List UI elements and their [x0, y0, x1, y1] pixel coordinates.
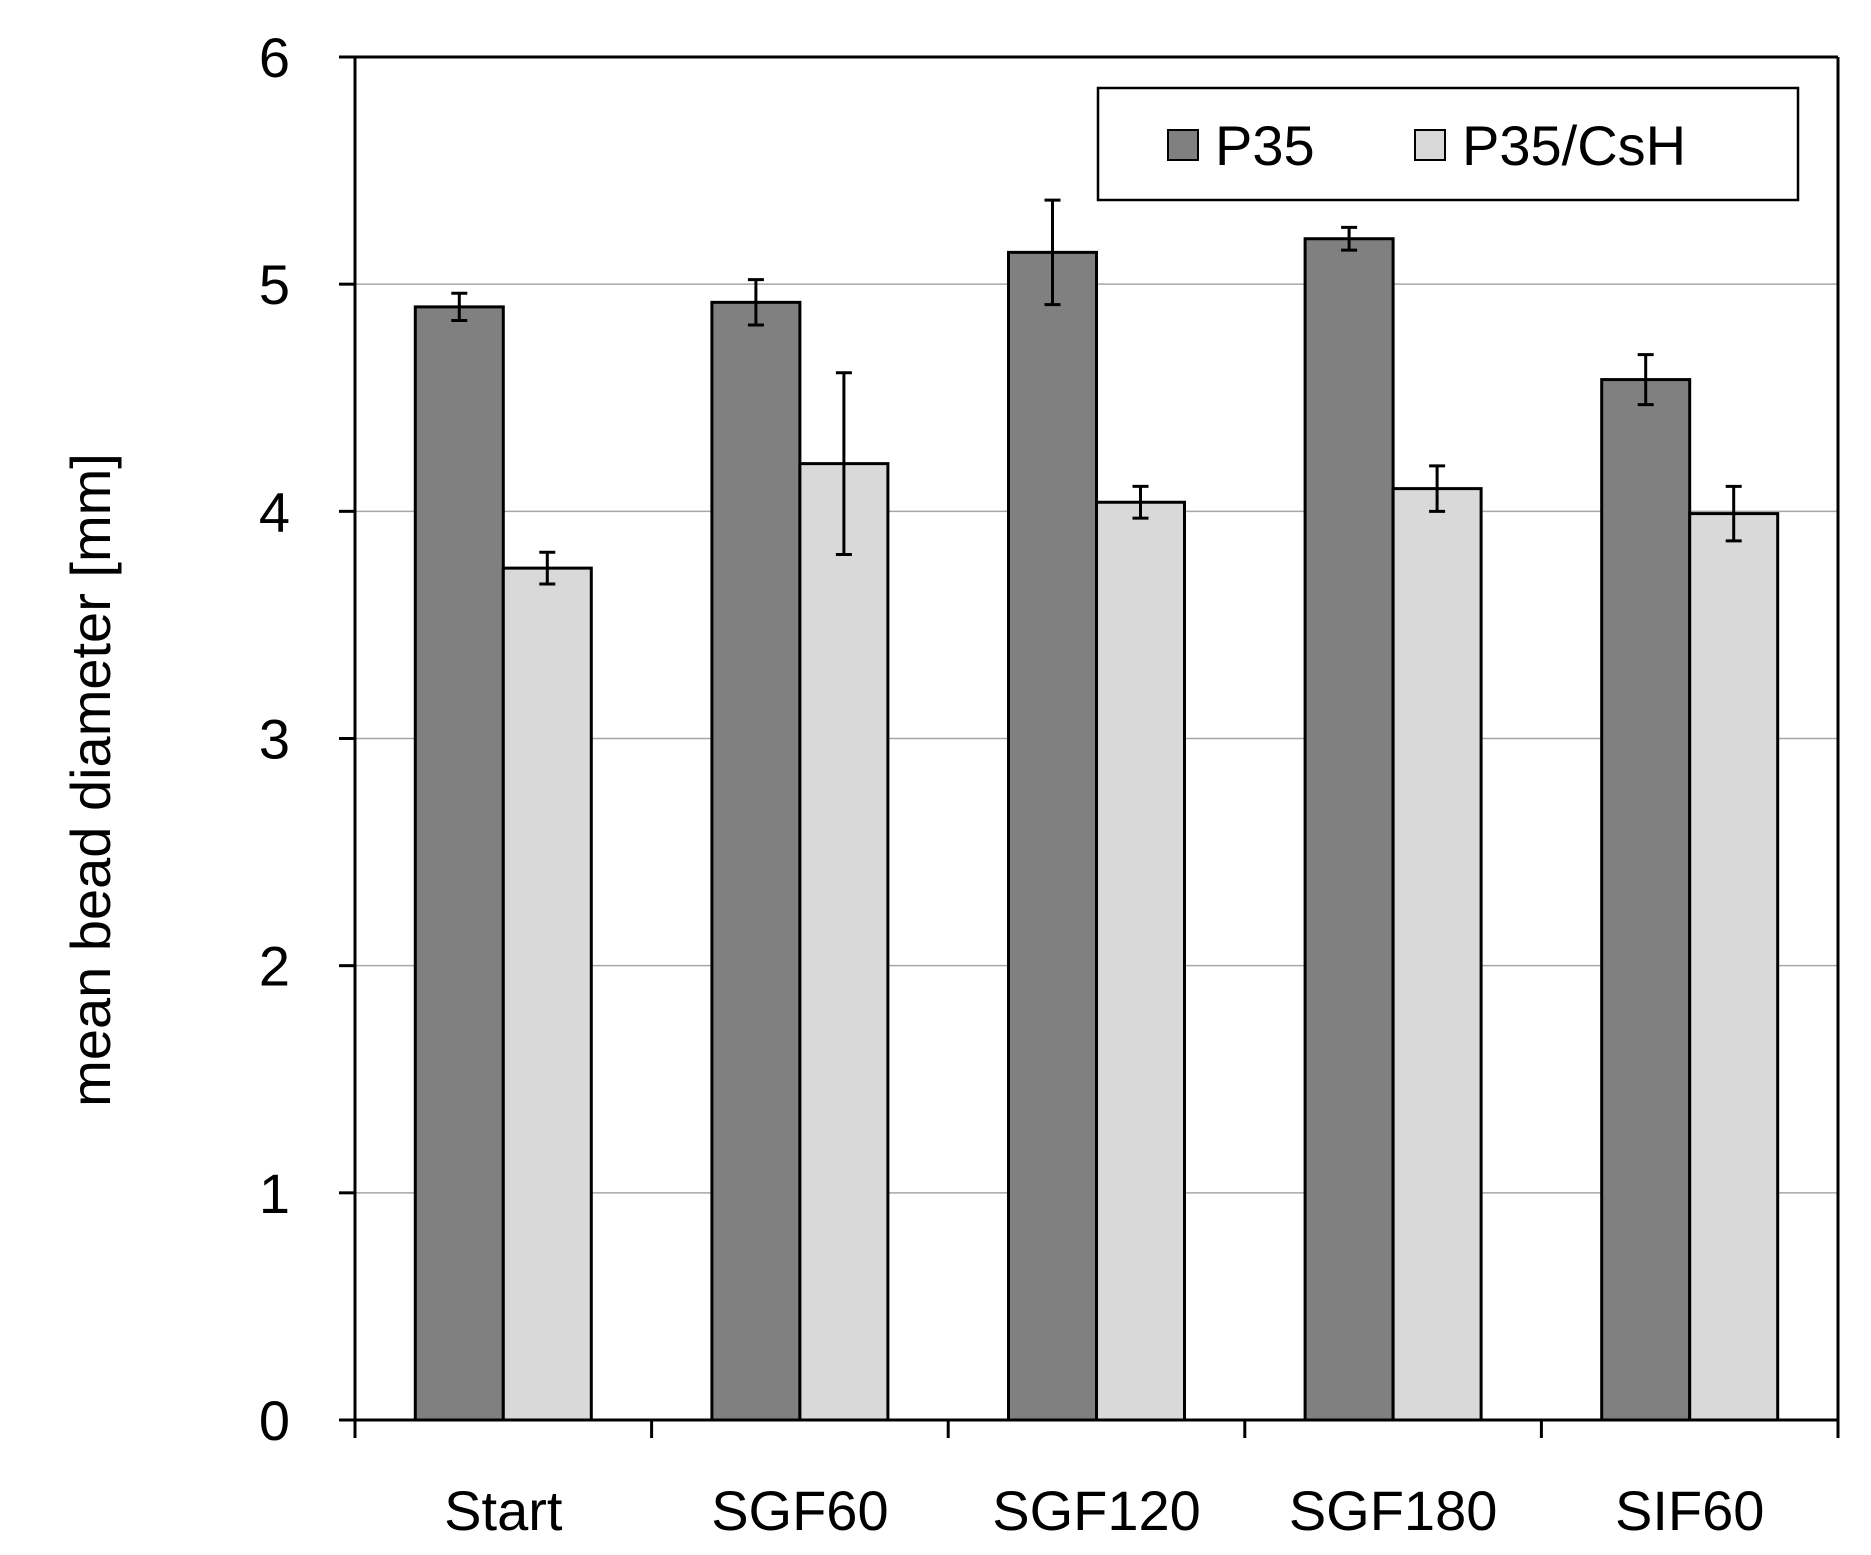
x-category-label: SGF60: [711, 1479, 888, 1542]
y-tick-labels: 0 1 2 3 4 5 6: [259, 26, 290, 1452]
bars: [413, 237, 1780, 1422]
legend-label-p35: P35: [1215, 114, 1315, 177]
bar: [1391, 487, 1483, 1422]
y-tick-label: 0: [259, 1389, 290, 1452]
bar: [501, 566, 593, 1422]
legend-swatch-p35-csh: [1414, 129, 1446, 161]
x-category-label: SGF120: [992, 1479, 1201, 1542]
x-category-labels: Start SGF60 SGF120 SGF180 SIF60: [444, 1479, 1764, 1542]
bar: [710, 300, 802, 1422]
bar: [1007, 250, 1098, 1422]
legend-label-p35-csh: P35/CsH: [1462, 114, 1686, 177]
x-category-label: SGF180: [1289, 1479, 1498, 1542]
legend-swatch-p35: [1167, 129, 1199, 161]
y-axis-title: mean bead diameter [mm]: [59, 453, 122, 1107]
x-category-label: Start: [444, 1479, 563, 1542]
y-tick-label: 4: [259, 480, 290, 543]
bar: [1688, 512, 1780, 1422]
y-tick-label: 6: [259, 26, 290, 89]
bar: [1095, 500, 1186, 1422]
legend-frame: [1096, 86, 1800, 202]
legend: P35 P35/CsH: [1096, 86, 1800, 202]
error-bars: [451, 198, 1742, 586]
bar: [413, 305, 505, 1422]
y-tick-label: 3: [259, 708, 290, 771]
y-tick-label: 1: [259, 1162, 290, 1225]
y-tick-label: 5: [259, 253, 290, 316]
bar: [1303, 237, 1395, 1422]
x-category-label: SIF60: [1615, 1479, 1764, 1542]
bar: [798, 462, 890, 1422]
bar: [1600, 378, 1692, 1422]
y-tick-label: 2: [259, 935, 290, 998]
axes: [339, 55, 1840, 1438]
